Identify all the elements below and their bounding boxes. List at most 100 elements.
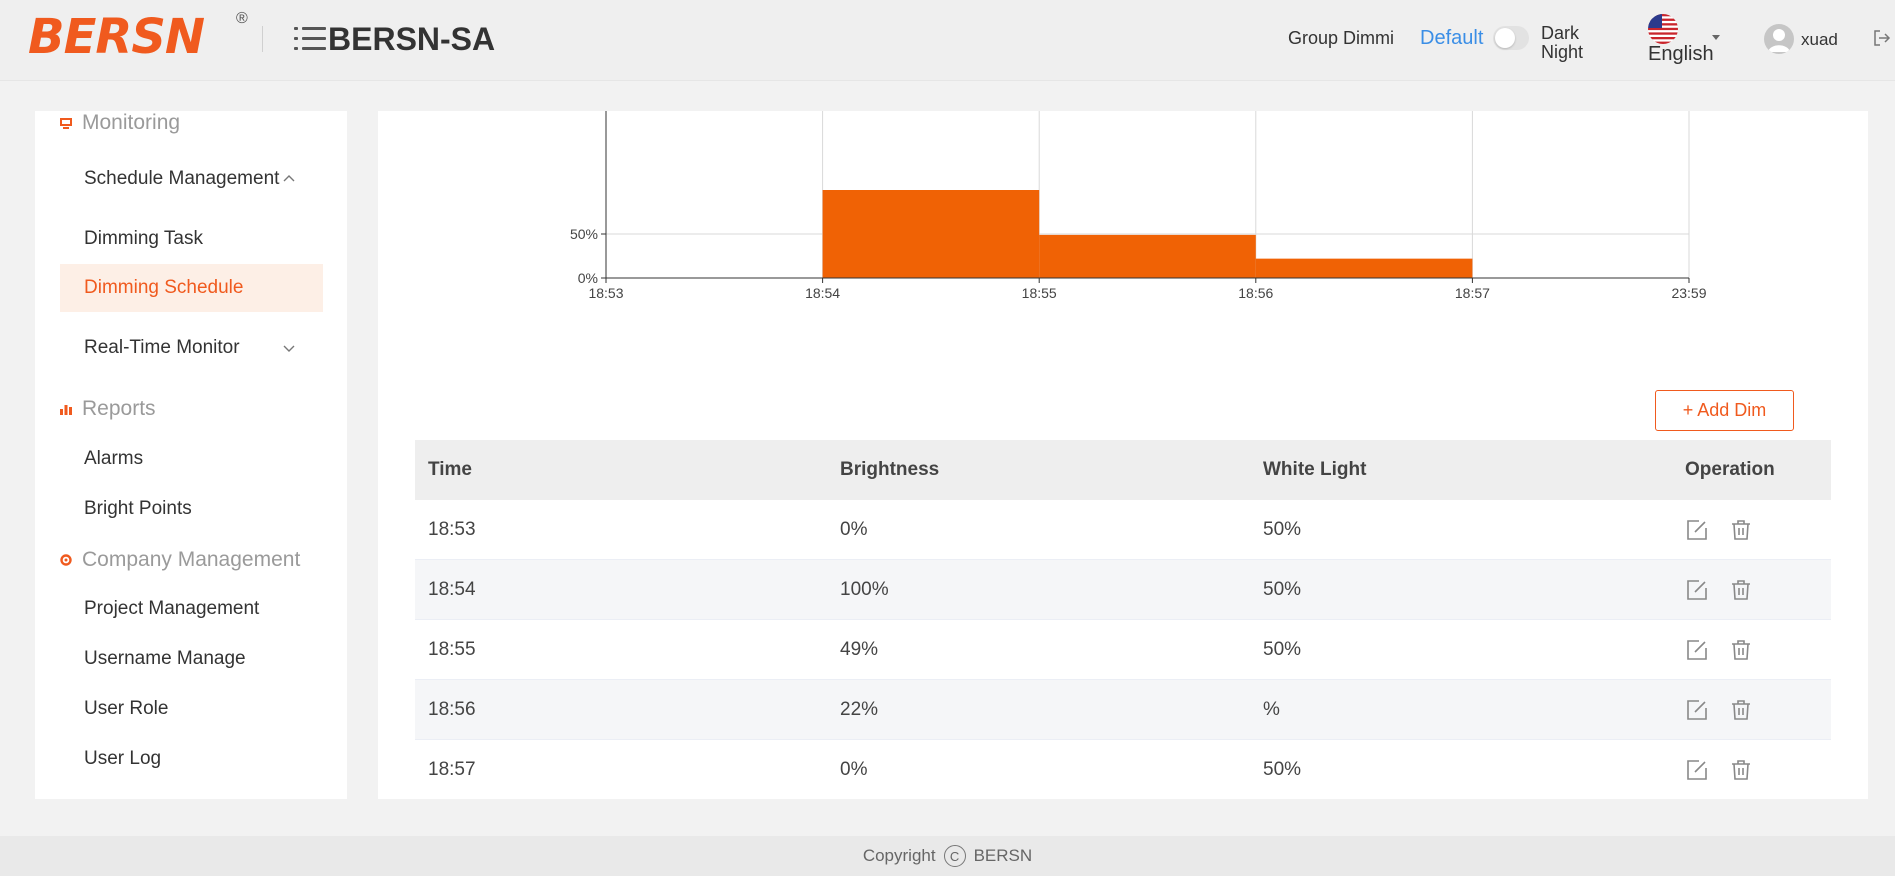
time-cell: 18:55: [428, 638, 476, 660]
x-tick-label: 18:55: [1022, 285, 1057, 301]
sidebar-item-label: Alarms: [84, 448, 144, 469]
main-panel: 18:53 18:54 18:55 18:56 18:57 23:59 0% 50% + Ad…: [378, 111, 1868, 799]
chart-bar: [1039, 234, 1256, 278]
sidebar-item-alarms[interactable]: Alarms: [60, 435, 323, 483]
header-white-light: White Light: [1263, 459, 1367, 480]
time-cell: 18:53: [428, 518, 476, 540]
operation-cell: [1685, 638, 1831, 662]
sidebar-item-label: Project Management: [84, 598, 260, 619]
switch-knob: [1495, 28, 1515, 48]
sidebar-section-monitoring[interactable]: Monitoring: [60, 111, 180, 137]
brightness-cell: 49%: [840, 638, 879, 660]
group-label: Group Dimmi: [1288, 28, 1395, 48]
white-light-cell: 50%: [1263, 578, 1302, 600]
delete-icon[interactable]: [1729, 698, 1753, 722]
brightness-cell: 0%: [840, 758, 868, 780]
delete-icon[interactable]: [1729, 578, 1753, 602]
table-row: 18:57 0% 50%: [415, 740, 1831, 799]
operation-cell: [1685, 578, 1831, 602]
brand-logo: BERSN: [28, 9, 205, 65]
copyright-brand: BERSN: [973, 846, 1033, 865]
x-tick-label: 18:54: [805, 285, 840, 301]
chart-bar: [822, 190, 1040, 278]
copyright-icon: C: [943, 845, 966, 867]
dim-table: Time Brightness White Light Operation 18…: [415, 440, 1831, 799]
monitor-icon: [60, 118, 72, 129]
brightness-cell: 0%: [840, 518, 868, 540]
table-row: 18:56 22%%: [415, 680, 1831, 740]
x-tick-label: 23:59: [1671, 285, 1706, 301]
bar-chart-icon: [60, 405, 72, 415]
brightness-cell: 100%: [840, 578, 889, 600]
sidebar-section-reports[interactable]: Reports: [60, 395, 156, 423]
sidebar-item-user-log[interactable]: User Log: [60, 735, 323, 783]
section-label: Company Management: [82, 548, 301, 571]
sidebar-item-username-manage[interactable]: Username Manage: [60, 635, 323, 683]
sidebar-item-label: Bright Points: [84, 498, 192, 519]
header-time: Time: [428, 459, 473, 480]
edit-icon[interactable]: [1685, 578, 1709, 602]
sidebar-section-company-management[interactable]: Company Management: [60, 546, 300, 574]
gear-icon: [60, 554, 72, 566]
section-label: Reports: [82, 397, 156, 420]
chart-bar: [1255, 258, 1473, 278]
sidebar-item-dimming-task[interactable]: Dimming Task: [60, 215, 323, 263]
edit-icon[interactable]: [1685, 518, 1709, 542]
theme-default-label: Default: [1420, 27, 1484, 49]
app-title: BERSN-SA: [328, 21, 496, 57]
user-avatar-icon[interactable]: [1764, 24, 1794, 54]
edit-icon[interactable]: [1685, 758, 1709, 782]
username[interactable]: xuad: [1801, 30, 1838, 49]
sidebar-item-schedule-management[interactable]: Schedule Management: [60, 155, 323, 203]
sidebar-item-dimming-schedule[interactable]: Dimming Schedule: [60, 264, 323, 312]
sidebar-item-project-management[interactable]: Project Management: [60, 585, 323, 633]
operation-cell: [1685, 698, 1831, 722]
edit-icon[interactable]: [1685, 698, 1709, 722]
sidebar-item-label: Real-Time Monitor: [84, 337, 240, 358]
header-brightness: Brightness: [840, 459, 940, 480]
sidebar-item-label: Username Manage: [84, 648, 246, 669]
sidebar-item-label: User Log: [84, 748, 162, 769]
delete-icon[interactable]: [1729, 758, 1753, 782]
chevron-up-icon[interactable]: [281, 171, 297, 187]
sidebar-item-label: Dimming Schedule: [84, 277, 244, 298]
table-row: 18:55 49% 50%: [415, 620, 1831, 680]
header-divider: [262, 26, 263, 52]
delete-icon[interactable]: [1729, 638, 1753, 662]
brightness-cell: 22%: [840, 698, 879, 720]
sidebar-item-real-time-monitor[interactable]: Real-Time Monitor: [60, 324, 323, 372]
y-tick-label: 0%: [578, 270, 598, 286]
us-flag-icon[interactable]: [1648, 14, 1678, 44]
sidebar-item-label: Dimming Task: [84, 228, 203, 249]
theme-toggle-switch[interactable]: [1493, 26, 1529, 50]
chevron-down-icon[interactable]: [281, 340, 297, 356]
y-tick-label: 50%: [570, 226, 598, 242]
add-dim-button[interactable]: + Add Dim: [1655, 390, 1794, 431]
header-operation: Operation: [1685, 459, 1775, 480]
table-body: 18:53 0% 50% 18:54 100% 50% 18:55 49% 50% 18:56 22…: [415, 500, 1831, 799]
sidebar-item-bright-points[interactable]: Bright Points: [60, 485, 323, 533]
table-row: 18:54 100% 50%: [415, 560, 1831, 620]
x-tick-label: 18:57: [1455, 285, 1490, 301]
white-light-cell: 50%: [1263, 758, 1302, 780]
sidebar-item-label: User Role: [84, 698, 169, 719]
operation-cell: [1685, 758, 1831, 782]
menu-toggle-icon[interactable]: [294, 26, 326, 52]
sidebar-item-user-role[interactable]: User Role: [60, 685, 323, 733]
brightness-schedule-chart: 18:53 18:54 18:55 18:56 18:57 23:59 0% 50%: [570, 111, 1707, 301]
section-label: Monitoring: [82, 111, 181, 134]
sidebar-item-label: Schedule Management: [84, 168, 280, 189]
delete-icon[interactable]: [1729, 518, 1753, 542]
theme-dark-label: Dark Night: [1541, 23, 1584, 62]
registered-mark: ®: [236, 10, 248, 27]
table-row: 18:53 0% 50%: [415, 500, 1831, 560]
edit-icon[interactable]: [1685, 638, 1709, 662]
time-cell: 18:57: [428, 758, 476, 780]
language-label[interactable]: English: [1648, 43, 1714, 65]
top-header: BERSN ® BERSN-SA Group Dimmi Default Dar…: [0, 0, 1895, 81]
footer: Copyright C BERSN: [0, 836, 1895, 876]
logout-icon[interactable]: [1873, 29, 1891, 47]
language-dropdown-icon[interactable]: [1712, 35, 1720, 40]
copyright-text: Copyright: [862, 846, 936, 865]
white-light-cell: 50%: [1263, 638, 1302, 660]
